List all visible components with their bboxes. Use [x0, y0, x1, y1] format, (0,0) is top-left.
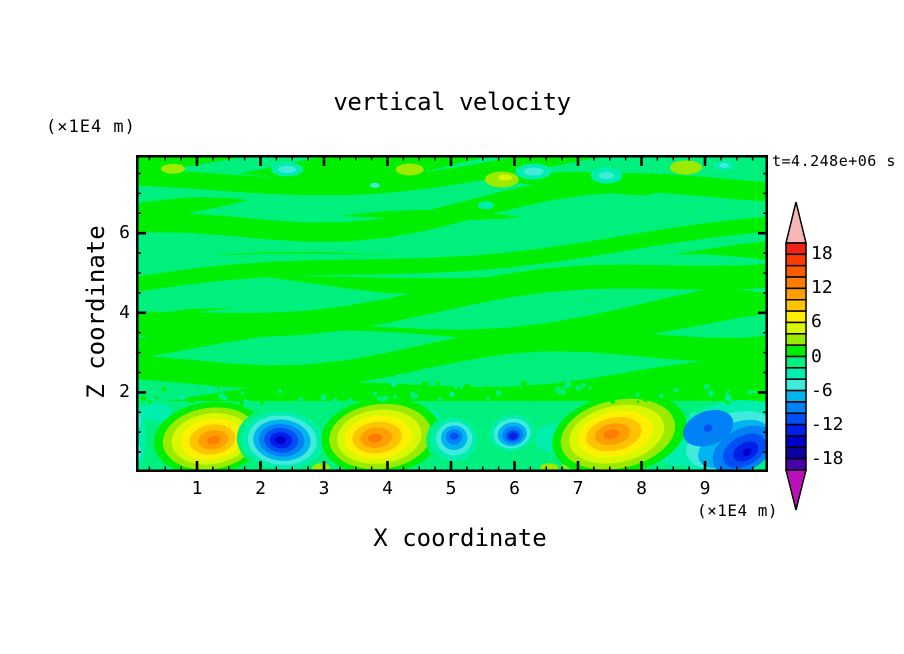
y-axis-unit-label: (×1E4 m) — [46, 117, 136, 137]
plot-area — [87, 114, 805, 476]
x-tick-label: 2 — [255, 478, 266, 499]
colorbar-value-label: 6 — [811, 311, 822, 332]
colorbar-svg — [785, 201, 807, 511]
colorbar-value-label: -18 — [811, 448, 844, 469]
colorbar-value-label: 12 — [811, 277, 833, 298]
x-axis-label: X coordinate — [373, 524, 547, 552]
x-tick-label: 3 — [318, 478, 330, 499]
contour-field — [87, 114, 805, 476]
x-tick-label: 5 — [445, 478, 457, 499]
x-tick-label: 7 — [572, 478, 584, 499]
contour-plot — [87, 114, 805, 476]
colorbar-value-label: 0 — [811, 346, 822, 367]
time-annotation: t=4.248e+06 s — [772, 152, 896, 170]
x-tick-label: 8 — [636, 478, 647, 499]
colorbar-value-label: -12 — [811, 414, 844, 435]
plot-frame — [136, 155, 768, 472]
x-tick-label: 6 — [509, 478, 520, 499]
colorbar — [778, 198, 822, 514]
colorbar-value-label: 18 — [811, 243, 833, 264]
y-tick-label: 4 — [119, 301, 130, 323]
x-tick-label: 9 — [699, 478, 711, 499]
y-tick-label: 6 — [119, 222, 130, 244]
colorbar-value-label: -6 — [811, 380, 833, 401]
x-tick-label: 1 — [191, 478, 203, 499]
y-tick-label: 2 — [119, 381, 130, 403]
x-axis-unit-label-bottom: (×1E4 m) — [696, 501, 778, 520]
plot-title: vertical velocity — [333, 88, 571, 116]
x-tick-label: 4 — [382, 478, 393, 499]
